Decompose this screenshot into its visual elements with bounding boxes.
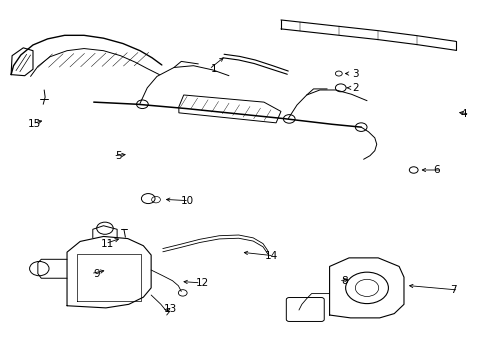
Text: 8: 8 — [340, 276, 347, 286]
Text: 11: 11 — [101, 239, 114, 249]
Text: 15: 15 — [28, 118, 41, 129]
Text: 6: 6 — [432, 165, 439, 175]
Text: 5: 5 — [115, 151, 122, 161]
Text: 9: 9 — [93, 269, 100, 279]
Text: 2: 2 — [351, 83, 358, 93]
Text: 14: 14 — [264, 251, 278, 261]
Text: 1: 1 — [211, 64, 217, 74]
Text: 12: 12 — [196, 278, 209, 288]
Text: 4: 4 — [460, 109, 467, 119]
Text: 3: 3 — [351, 68, 358, 78]
Text: 7: 7 — [449, 285, 455, 295]
Text: 10: 10 — [180, 196, 193, 206]
Text: 13: 13 — [164, 304, 177, 314]
